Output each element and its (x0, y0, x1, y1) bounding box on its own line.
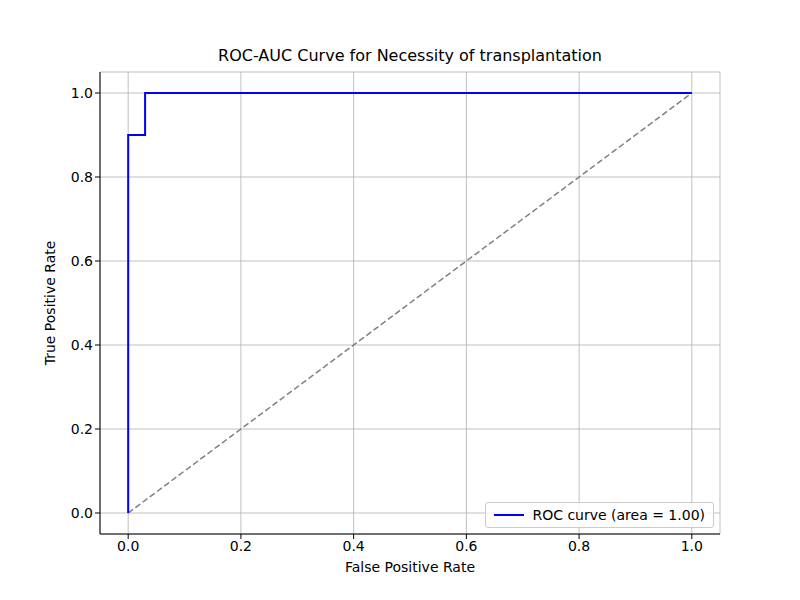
svg-text:0.0: 0.0 (71, 505, 93, 521)
svg-text:0.0: 0.0 (117, 538, 139, 554)
svg-text:1.0: 1.0 (681, 538, 703, 554)
svg-text:0.6: 0.6 (71, 253, 93, 269)
svg-text:True Positive Rate: True Positive Rate (42, 241, 58, 367)
svg-text:False Positive Rate: False Positive Rate (345, 559, 475, 575)
svg-text:0.2: 0.2 (71, 421, 93, 437)
svg-text:0.8: 0.8 (568, 538, 590, 554)
svg-text:0.6: 0.6 (455, 538, 477, 554)
svg-text:0.4: 0.4 (343, 538, 365, 554)
svg-text:1.0: 1.0 (71, 85, 93, 101)
html-text:ROC-AUC Curve for Necessity of: ROC-AUC Curve for Necessity of transplan… (218, 46, 602, 65)
svg-text:0.4: 0.4 (71, 337, 93, 353)
svg-text:0.2: 0.2 (230, 538, 252, 554)
html-text:ROC curve (area = 1.00): ROC curve (area = 1.00) (532, 507, 705, 523)
svg-text:0.8: 0.8 (71, 169, 93, 185)
